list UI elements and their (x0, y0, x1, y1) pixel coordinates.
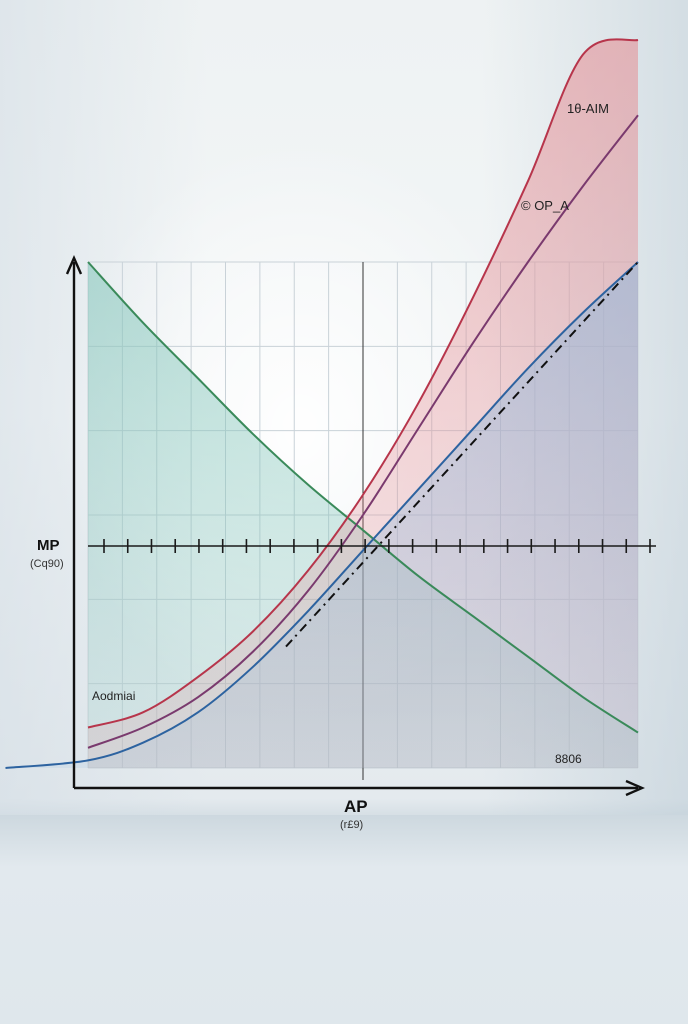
x-axis-arrow (625, 779, 645, 797)
y-axis-arrow (65, 255, 83, 275)
annotation-upper-right: © OP_A (521, 198, 569, 213)
series-fills (5, 39, 638, 768)
series-fill-4 (5, 262, 638, 768)
series-line-5 (285, 261, 639, 648)
y-axis-subtitle: (Cq90) (30, 558, 64, 570)
series-line-2 (87, 38, 639, 729)
series-line-4 (5, 261, 639, 769)
series-line-1 (87, 261, 639, 734)
axes (65, 255, 645, 797)
x-axis-title: AP (344, 797, 368, 816)
annotation-lower-left: Aodmiai (92, 689, 136, 703)
floor-shading (0, 815, 688, 1024)
annotation-lower-right: 8806 (555, 752, 582, 766)
x-axis-subtitle: (r£9) (340, 819, 364, 831)
series-line-3 (87, 114, 639, 749)
series-lines (5, 38, 639, 769)
midline-ticks (88, 539, 656, 553)
y-axis-title: MP (37, 537, 60, 554)
annotation-top-right: 1θ-AIM (567, 101, 609, 116)
